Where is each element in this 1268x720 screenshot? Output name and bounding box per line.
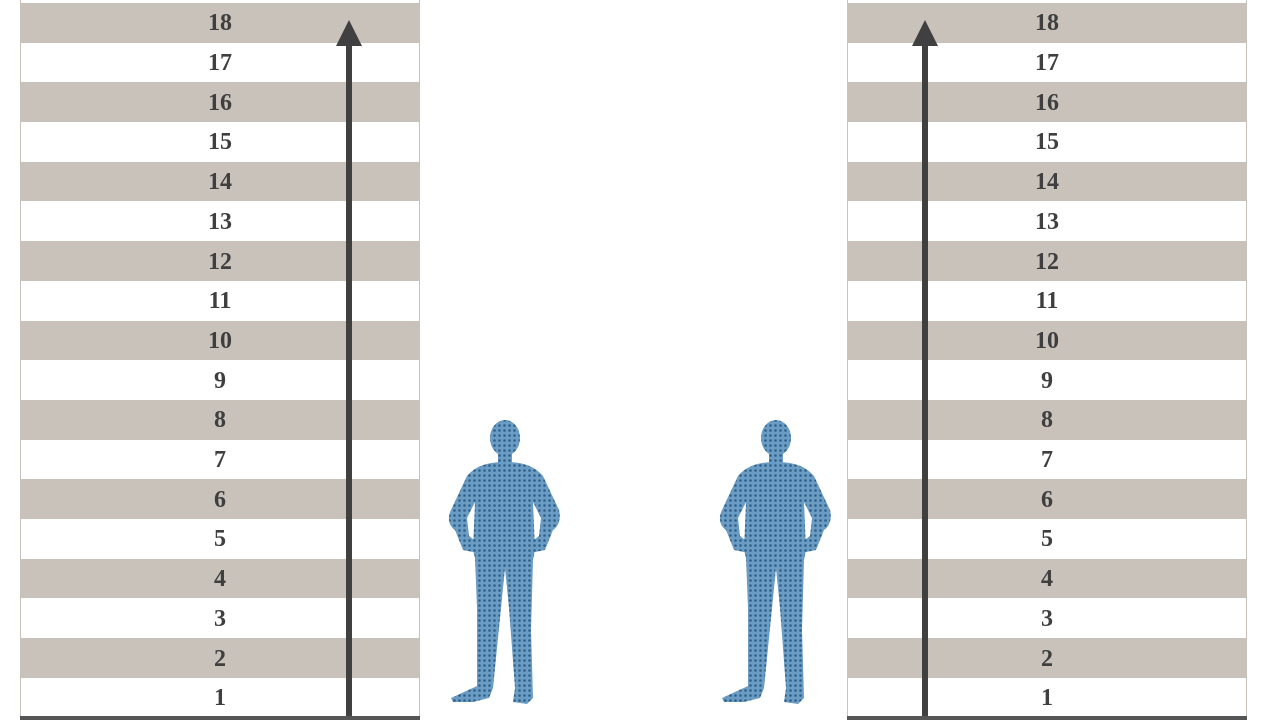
level-label: 4 (21, 558, 419, 599)
level-label: 12 (848, 241, 1246, 281)
level-label: 13 (1035, 208, 1059, 235)
level-label: 8 (21, 400, 419, 440)
level-label: 17 (1035, 50, 1059, 77)
level-label: 13 (208, 208, 232, 235)
level-label: 17 (208, 50, 232, 77)
level-label: 15 (1035, 129, 1059, 156)
level-label: 3 (214, 605, 226, 632)
standing-person-icon (719, 420, 831, 704)
level-label: 10 (21, 320, 419, 361)
level-label: 10 (848, 320, 1246, 361)
level-label: 11 (208, 288, 232, 315)
level-label: 3 (1041, 605, 1053, 632)
level-label: 7 (214, 447, 226, 474)
level-label: 6 (848, 479, 1246, 520)
level-label: 9 (214, 367, 226, 394)
level-label: 5 (1041, 526, 1053, 553)
level-label: 16 (848, 82, 1246, 123)
level-label: 7 (1041, 447, 1053, 474)
level-label: 5 (214, 526, 226, 553)
ground-line (20, 716, 420, 720)
level-label: 18 (848, 3, 1246, 43)
level-label: 16 (21, 82, 419, 123)
left-level-scale: 18 17 16 15 14 13 12 11 10 9 8 7 6 5 4 3… (20, 0, 420, 716)
level-label: 2 (848, 638, 1246, 678)
level-label: 8 (848, 400, 1246, 440)
level-label: 15 (208, 129, 232, 156)
right-level-scale: 18 17 16 15 14 13 12 11 10 9 8 7 6 5 4 3… (847, 0, 1247, 716)
level-label: 12 (21, 241, 419, 281)
up-arrow-icon (912, 20, 938, 716)
standing-person-icon (448, 420, 560, 704)
up-arrow-icon (336, 20, 362, 716)
level-label: 14 (848, 161, 1246, 202)
level-label: 1 (1041, 685, 1053, 712)
level-label: 11 (1035, 288, 1059, 315)
level-label: 2 (21, 638, 419, 678)
ground-line (847, 716, 1247, 720)
level-label: 1 (214, 685, 226, 712)
level-label: 4 (848, 558, 1246, 599)
level-label: 6 (21, 479, 419, 520)
level-label: 14 (21, 161, 419, 202)
level-label: 9 (1041, 367, 1053, 394)
